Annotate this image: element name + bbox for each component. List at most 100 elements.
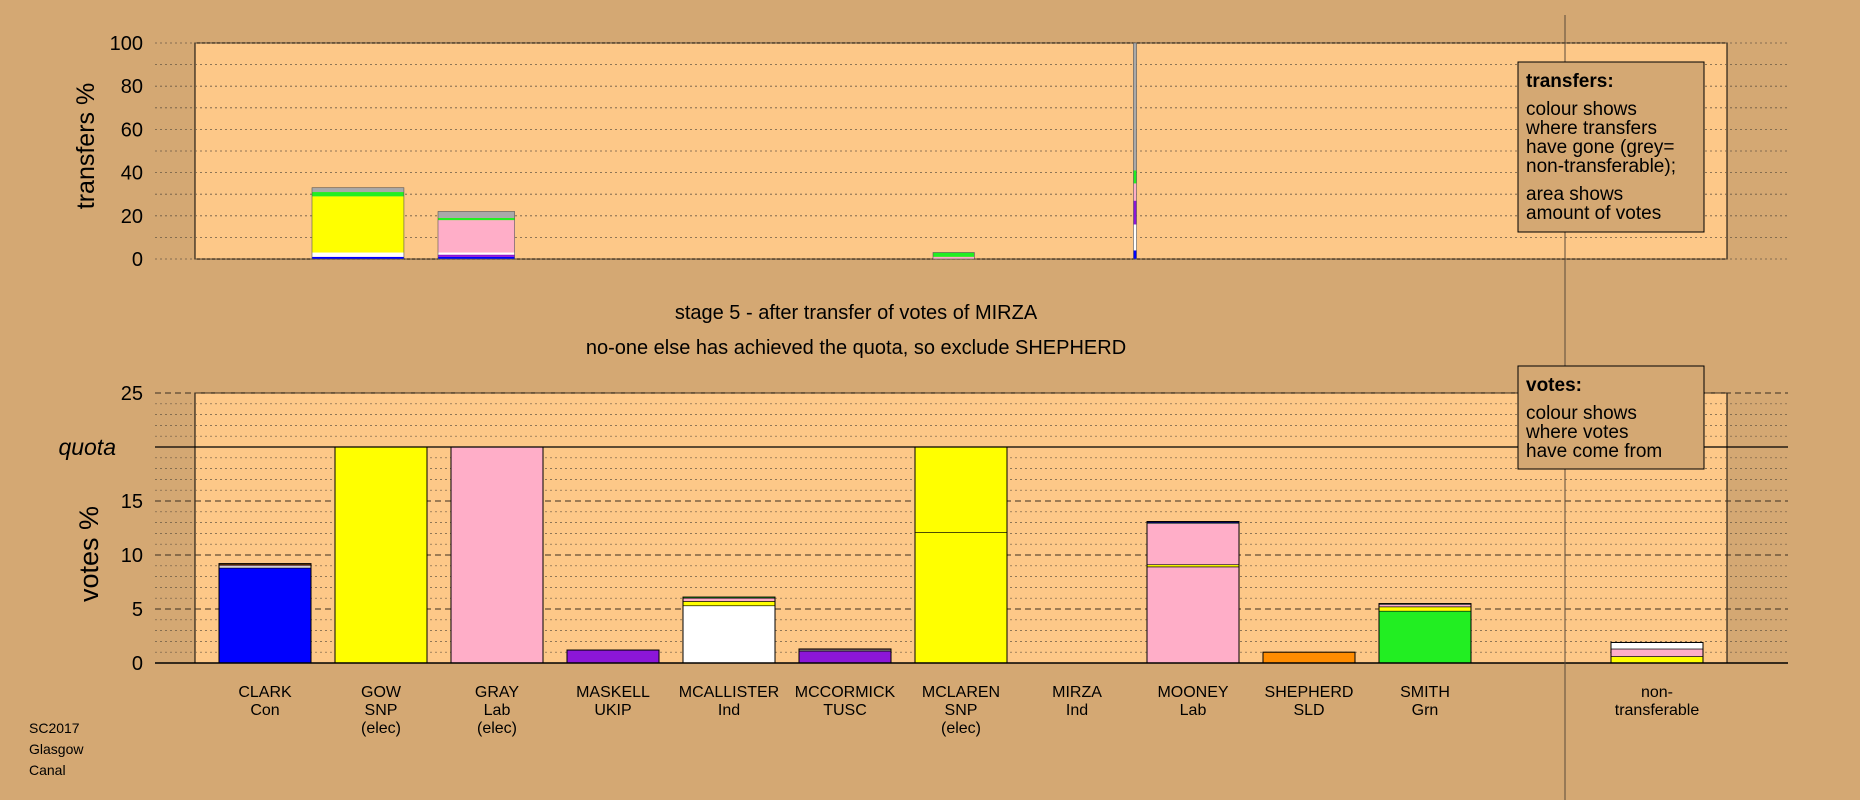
transfer-column-outline (311, 187, 405, 260)
candidate-label: UKIP (594, 702, 631, 719)
transfers-legend-title: transfers: (1526, 71, 1614, 92)
transfers-legend-line-2: where transfers (1525, 118, 1657, 139)
candidate-label: Ind (1066, 702, 1088, 719)
candidate-label: GOW (361, 684, 402, 701)
transfers-tick-label: 0 (132, 249, 143, 271)
votes-y-axis-label: votes % (74, 506, 104, 602)
source-note-line-2: Glasgow (29, 741, 84, 757)
vote-segment (682, 605, 776, 664)
transfer-segment (933, 252, 975, 257)
vote-segment (1146, 566, 1240, 664)
candidate-labels: CLARKConGOWSNP(elec)GRAYLab(elec)MASKELL… (238, 684, 1699, 737)
vote-segment (1610, 642, 1704, 650)
transfer-segment (438, 220, 515, 253)
vote-segment (450, 446, 544, 664)
vote-segment (1378, 604, 1472, 608)
candidate-label: Con (250, 702, 279, 719)
candidate-label: GRAY (475, 684, 519, 701)
source-note-line-3: Canal (29, 762, 66, 778)
transfer-segment (312, 256, 404, 259)
transfers-tick-label: 100 (110, 33, 143, 55)
transfers-gridlines (155, 42, 1788, 260)
candidate-label: SNP (945, 702, 978, 719)
vote-segment (218, 565, 312, 569)
candidate-label: MCALLISTER (679, 684, 779, 701)
transfer-segment (933, 256, 975, 259)
vote-segment (914, 532, 1008, 664)
candidate-label: MCCORMICK (795, 684, 896, 701)
votes-bars (218, 446, 1704, 664)
transfer-segment (312, 187, 404, 193)
transfer-segment (438, 211, 515, 218)
votes-tick-label: 0 (132, 653, 143, 675)
candidate-label: MOONEY (1157, 684, 1228, 701)
transfers-legend-line-1: colour shows (1526, 99, 1637, 120)
candidate-label: SMITH (1400, 684, 1450, 701)
candidate-label: (elec) (361, 720, 401, 737)
votes-legend-line-3: have come from (1526, 441, 1662, 462)
candidate-label: MIRZA (1052, 684, 1102, 701)
votes-tick-label: 25 (121, 383, 143, 405)
transfers-legend: transfers: colour shows where transfers … (1517, 61, 1705, 233)
candidate-label: Grn (1412, 702, 1439, 719)
nontransferable-label: transferable (1615, 702, 1700, 719)
votes-y-ticks: 0 5 10 15 25 (121, 383, 143, 675)
source-note-line-1: SC2017 (29, 720, 80, 736)
vote-segment (334, 446, 428, 664)
candidate-label: Lab (1180, 702, 1207, 719)
transfer-segment (438, 217, 515, 221)
vote-segment (682, 597, 776, 602)
vote-segment (1378, 610, 1472, 664)
transfers-legend-box (1517, 61, 1705, 233)
votes-legend-line-1: colour shows (1526, 403, 1637, 424)
vote-segment (798, 650, 892, 664)
transfers-legend-line-6: amount of votes (1526, 203, 1661, 224)
transfers-tick-label: 40 (121, 163, 143, 185)
vote-segment (566, 649, 660, 664)
candidate-label: (elec) (477, 720, 517, 737)
votes-legend-box (1517, 365, 1705, 470)
transfer-column-outline (932, 252, 975, 260)
vote-segment (1610, 648, 1704, 657)
vote-segment (1146, 564, 1240, 568)
vote-segment (1146, 523, 1240, 566)
vote-segment (1262, 651, 1356, 664)
transfers-bars (311, 42, 1137, 260)
candidate-label: CLARK (238, 684, 292, 701)
transfer-segment (1133, 224, 1137, 251)
stage-title: stage 5 - after transfer of votes of MIR… (675, 302, 1038, 324)
transfers-panel: 0 20 40 60 80 100 transfers % (72, 33, 1788, 271)
transfer-segment (438, 252, 515, 255)
transfers-legend-line-4: non-transferable); (1526, 156, 1676, 177)
transfer-segment (1133, 250, 1137, 259)
candidate-label: Ind (718, 702, 740, 719)
candidate-label: SNP (365, 702, 398, 719)
transfer-column-outline (437, 211, 515, 260)
transfer-column-outline (1133, 42, 1137, 260)
candidate-label: MCLAREN (922, 684, 1000, 701)
transfer-segment (312, 192, 404, 197)
vote-segment (218, 567, 312, 664)
transfer-segment (1133, 170, 1137, 184)
transfer-segment (1133, 200, 1137, 225)
transfer-segment (312, 252, 404, 257)
transfers-legend-line-5: area shows (1526, 184, 1623, 205)
vote-segment (1610, 656, 1704, 664)
candidate-label: SLD (1293, 702, 1324, 719)
candidate-label: SHEPHERD (1265, 684, 1354, 701)
stage-subtitle: no-one else has achieved the quota, so e… (586, 337, 1126, 359)
quota-label: quota (58, 434, 116, 460)
vote-segment (682, 601, 776, 607)
transfer-segment (1133, 43, 1137, 171)
candidate-label: MASKELL (576, 684, 650, 701)
vote-segment (914, 446, 1008, 533)
votes-legend: votes: colour shows where votes have com… (1517, 365, 1705, 470)
candidate-label: TUSC (823, 702, 867, 719)
votes-tick-label: 10 (121, 545, 143, 567)
votes-legend-line-2: where votes (1525, 422, 1628, 443)
votes-tick-label: 5 (132, 599, 143, 621)
transfer-segment (438, 254, 515, 257)
transfer-segment (1133, 183, 1137, 201)
